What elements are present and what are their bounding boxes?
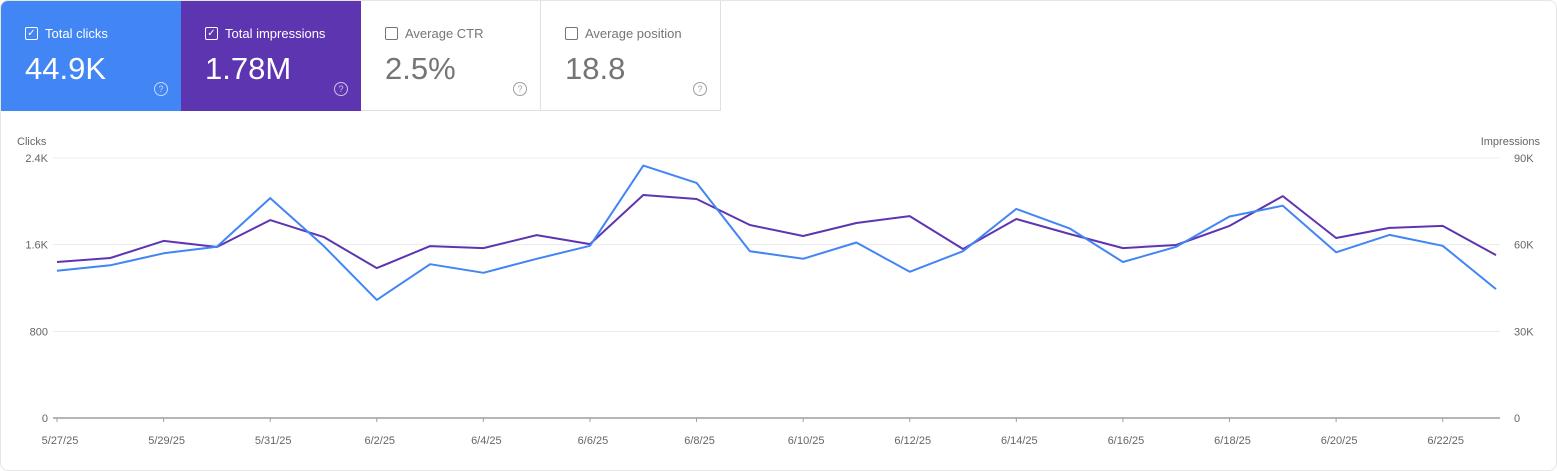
y2-tick-label: 60K	[1514, 240, 1534, 252]
y-tick-label: 800	[30, 326, 48, 338]
x-tick-label: 5/27/25	[42, 435, 79, 447]
metric-value: 2.5%	[385, 51, 456, 86]
help-icon[interactable]: ?	[334, 82, 348, 96]
x-tick-label: 6/16/25	[1108, 435, 1145, 447]
x-tick-label: 6/8/25	[684, 435, 715, 447]
x-tick-label: 6/6/25	[578, 435, 609, 447]
x-tick-label: 6/20/25	[1321, 435, 1358, 447]
x-tick-label: 6/12/25	[894, 435, 931, 447]
metric-card-total-impressions[interactable]: ✓ Total impressions 1.78M ?	[181, 1, 361, 111]
y-tick-label: 1.6K	[25, 240, 48, 252]
x-tick-label: 6/22/25	[1427, 435, 1464, 447]
series-line-clicks	[56, 164, 1497, 301]
metric-value: 18.8	[565, 51, 626, 86]
x-tick-label: 6/2/25	[364, 435, 395, 447]
y-axis-label: Clicks	[17, 136, 47, 148]
help-icon[interactable]: ?	[693, 82, 707, 96]
help-icon[interactable]: ?	[513, 82, 527, 96]
checkbox-unchecked-icon[interactable]	[565, 27, 578, 40]
metric-label: Total clicks	[45, 26, 108, 41]
checkbox-checked-icon[interactable]: ✓	[205, 27, 218, 40]
metric-label: Total impressions	[225, 26, 326, 41]
y-tick-label: 0	[42, 413, 48, 425]
metric-value: 44.9K	[25, 51, 107, 86]
metric-cards: ✓ Total clicks 44.9K ? ✓ Total impressions…	[1, 1, 721, 111]
y-tick-label: 2.4K	[25, 153, 48, 165]
checkbox-checked-icon[interactable]: ✓	[25, 27, 38, 40]
metric-label: Average CTR	[405, 26, 484, 41]
x-tick-label: 5/29/25	[148, 435, 185, 447]
metric-card-total-clicks[interactable]: ✓ Total clicks 44.9K ?	[1, 1, 181, 111]
y2-axis-label: Impressions	[1481, 136, 1541, 148]
y2-tick-label: 0	[1514, 413, 1520, 425]
x-tick-label: 6/4/25	[471, 435, 502, 447]
help-icon[interactable]: ?	[154, 82, 168, 96]
metric-label: Average position	[585, 26, 682, 41]
x-tick-label: 6/14/25	[1001, 435, 1038, 447]
metric-value: 1.78M	[205, 51, 292, 86]
metric-card-average-position[interactable]: Average position 18.8 ?	[541, 1, 721, 111]
y2-tick-label: 90K	[1514, 153, 1534, 165]
x-tick-label: 6/18/25	[1214, 435, 1251, 447]
checkbox-unchecked-icon[interactable]	[385, 27, 398, 40]
y2-tick-label: 30K	[1514, 326, 1534, 338]
metric-card-average-ctr[interactable]: Average CTR 2.5% ?	[361, 1, 541, 111]
x-tick-label: 5/31/25	[255, 435, 292, 447]
x-tick-label: 6/10/25	[788, 435, 825, 447]
